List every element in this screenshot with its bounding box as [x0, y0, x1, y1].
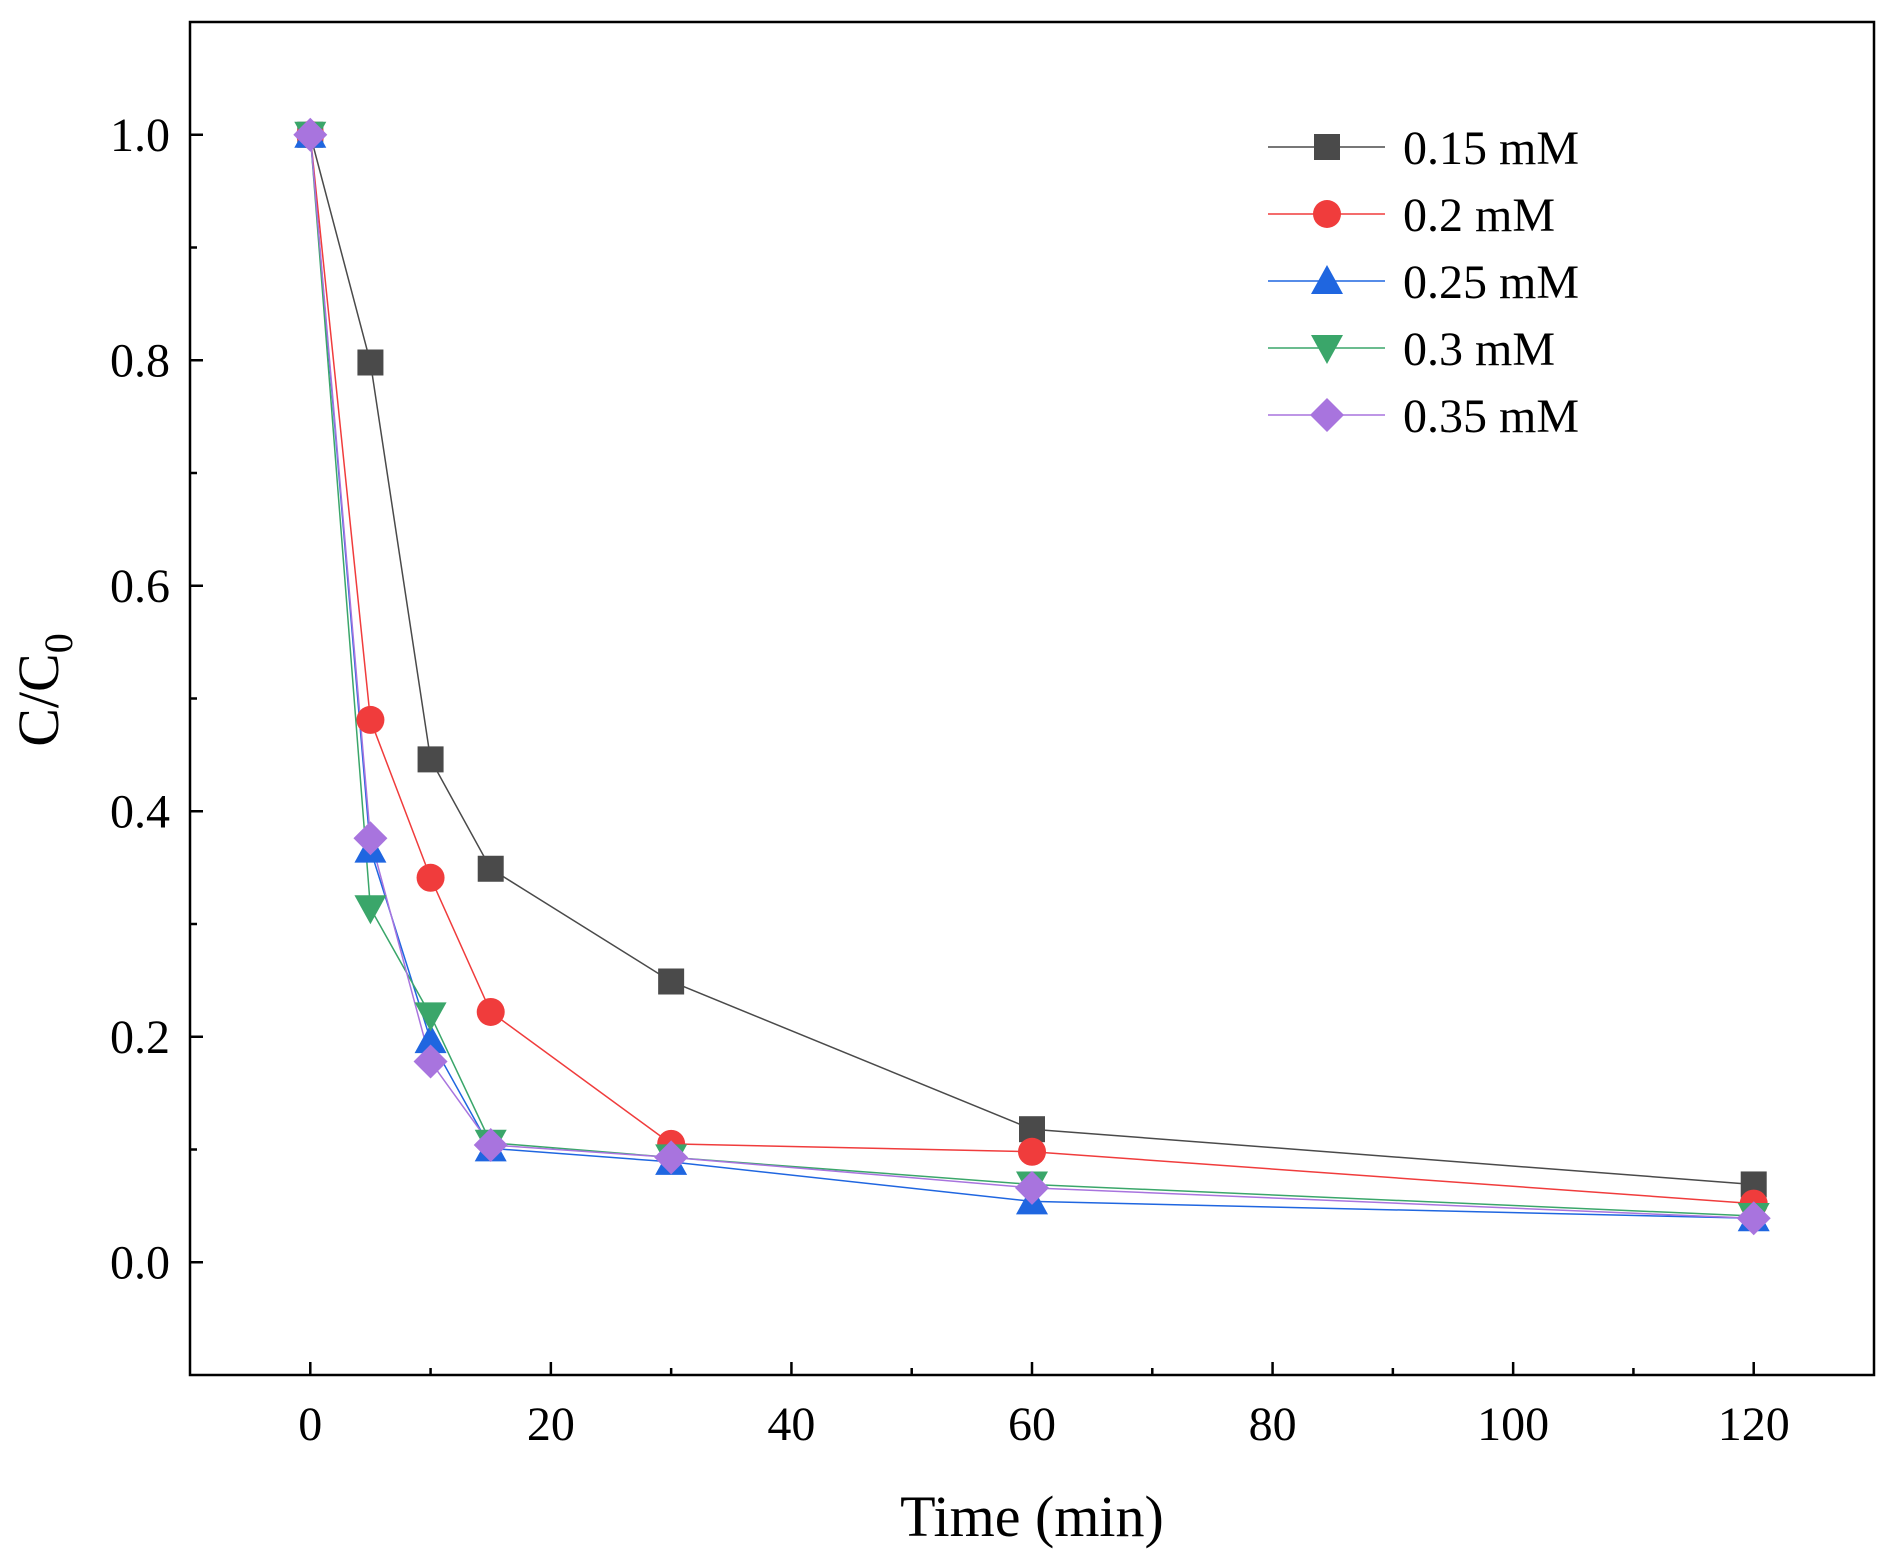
- x-tick-label: 80: [1249, 1398, 1297, 1451]
- data-point: [1018, 1137, 1046, 1166]
- data-point: [654, 1140, 689, 1175]
- data-point: [356, 705, 385, 734]
- data-point: [1736, 1201, 1771, 1236]
- data-point: [293, 117, 328, 152]
- y-axis-title: C/C0: [6, 633, 81, 747]
- legend-label: 0.2 mM: [1403, 189, 1555, 242]
- legend-label: 0.3 mM: [1403, 323, 1555, 376]
- x-tick-label: 120: [1718, 1398, 1790, 1451]
- legend-label: 0.15 mM: [1403, 122, 1579, 175]
- data-point: [353, 821, 388, 856]
- y-axis-title-main: C/C: [6, 653, 71, 747]
- x-tick-label: 0: [298, 1398, 322, 1451]
- legend-label: 0.25 mM: [1403, 256, 1579, 309]
- y-tick-label: 0.4: [110, 785, 170, 838]
- y-axis-title-subscript: 0: [36, 633, 81, 653]
- data-point: [414, 1024, 447, 1054]
- y-tick-label: 0.0: [110, 1236, 170, 1289]
- data-point: [357, 349, 384, 376]
- x-tick-label: 40: [767, 1398, 815, 1451]
- y-tick-label: 0.6: [110, 560, 170, 613]
- legend-marker: [1313, 200, 1341, 228]
- legend-marker: [1314, 134, 1340, 160]
- x-tick-label: 60: [1008, 1398, 1056, 1451]
- plot-frame: [188, 20, 1876, 1377]
- legend-marker: [1310, 398, 1344, 432]
- x-tick-label: 20: [527, 1398, 575, 1451]
- data-point: [477, 855, 504, 882]
- data-point: [417, 746, 444, 773]
- y-tick-label: 0.8: [110, 334, 170, 387]
- y-tick-label: 1.0: [110, 109, 170, 162]
- y-tick-label: 0.2: [110, 1011, 170, 1064]
- data-point: [476, 997, 505, 1026]
- legend-marker: [1311, 335, 1343, 364]
- x-axis-title: Time (min): [900, 1484, 1164, 1549]
- data-point: [658, 968, 685, 995]
- ticks-layer: 0 20 40 60 80 100 120 0.0 0.2 0.4 0.6 0.8 1.0: [110, 109, 1790, 1451]
- data-point: [1015, 1170, 1049, 1205]
- legend-marker: [1311, 265, 1343, 294]
- data-point: [414, 1002, 447, 1032]
- x-tick-label: 100: [1477, 1398, 1549, 1451]
- data-point: [354, 895, 387, 925]
- legend-label: 0.35 mM: [1403, 390, 1579, 443]
- legend: 0.15 mM 0.2 mM 0.25 mM 0.3 mM 0.35 mM: [1268, 122, 1579, 443]
- data-point: [416, 863, 445, 892]
- data-point: [473, 1127, 508, 1162]
- series-layer: [293, 117, 1771, 1236]
- data-point: [413, 1044, 448, 1079]
